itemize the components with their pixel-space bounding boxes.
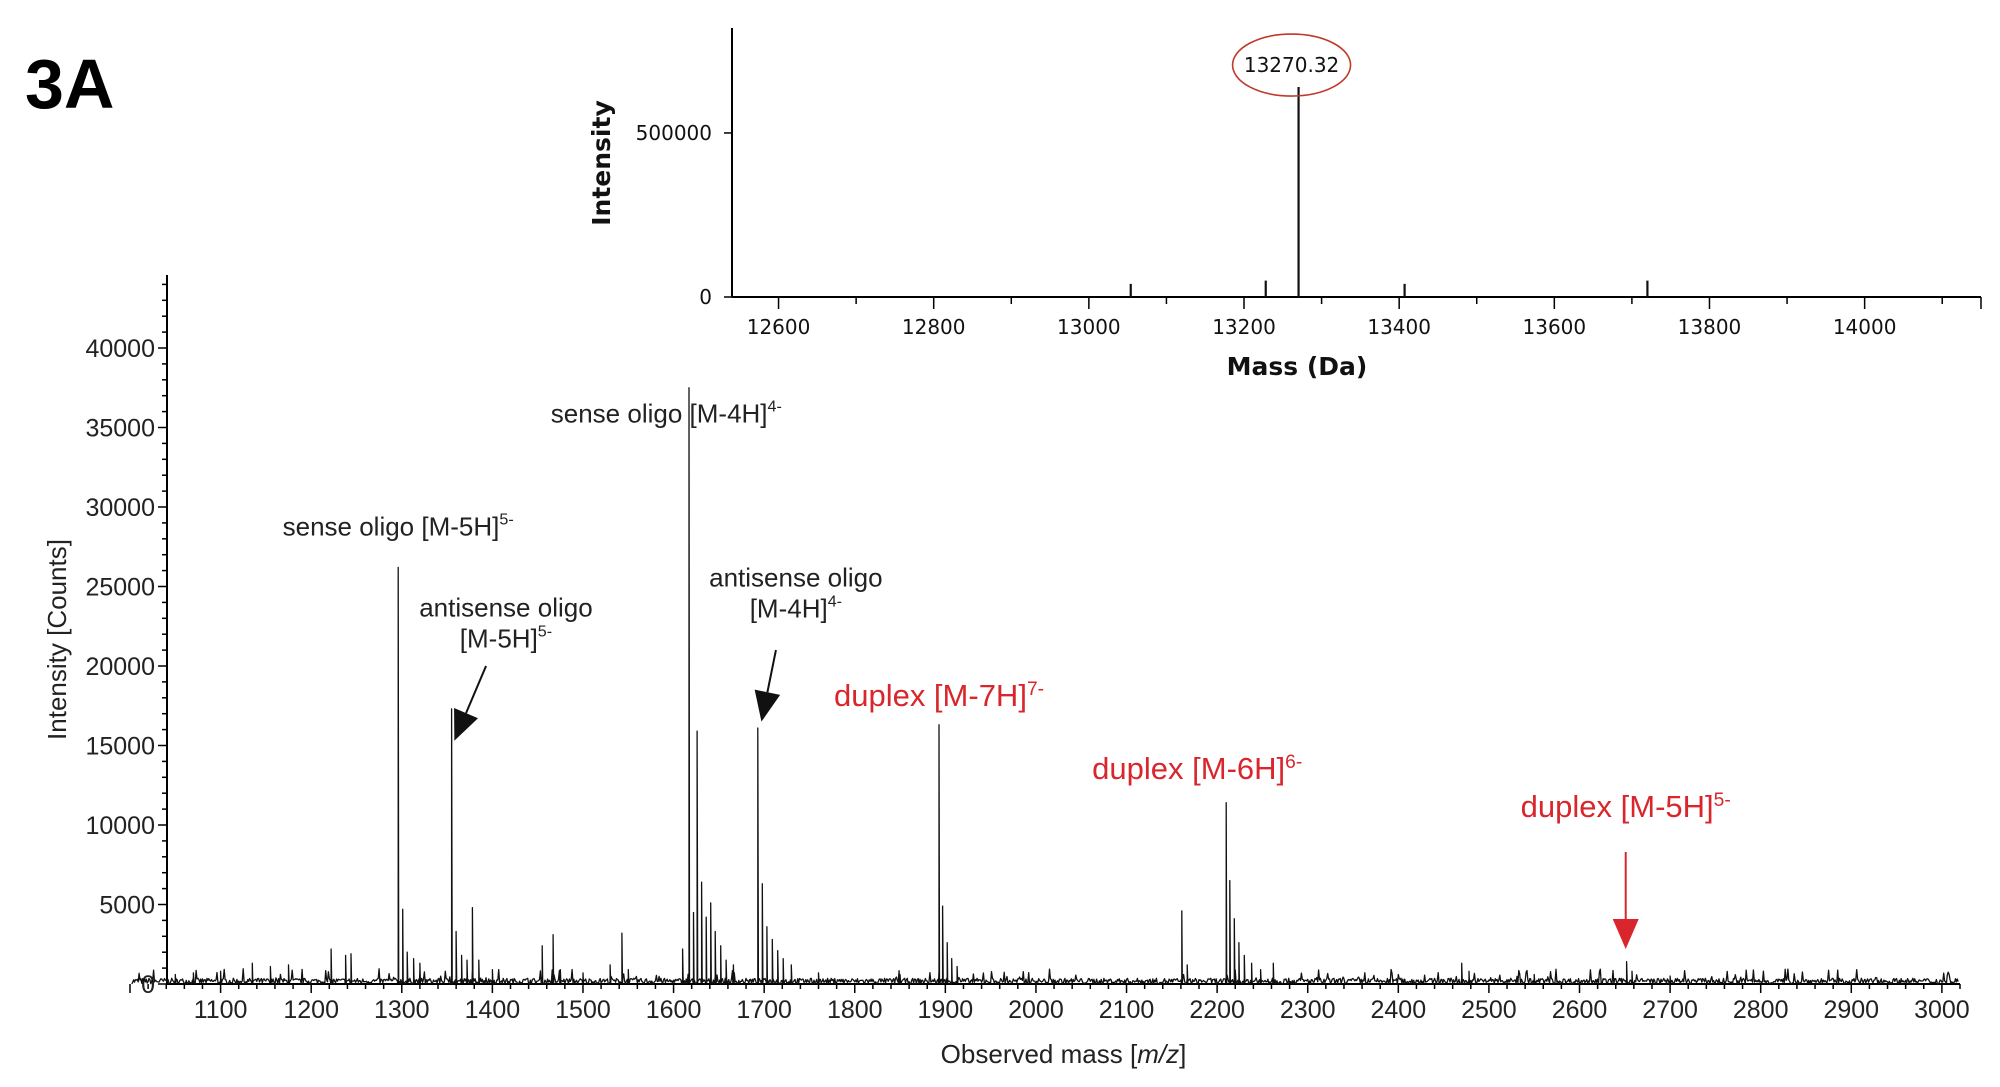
charge-superscript: 4- — [768, 398, 782, 416]
annotation-label: duplex [M-6H]6- — [1092, 751, 1302, 786]
inset-x-tick-label: 13400 — [1367, 315, 1431, 339]
peak-mass-label: 13270.32 — [1244, 53, 1339, 77]
annotation-label: antisense oligo — [419, 593, 592, 623]
inset-x-tick-label: 14000 — [1833, 315, 1897, 339]
annotation-label: sense oligo [M-4H]4- — [551, 398, 782, 429]
x-axis-label-italic: m/z — [1137, 1039, 1179, 1069]
inset-x-tick-label: 13600 — [1523, 315, 1587, 339]
x-tick-label: 1100 — [194, 996, 248, 1024]
y-tick-label: 40000 — [85, 335, 155, 363]
y-axis-label: Intensity [Counts] — [42, 539, 72, 740]
y-tick-label: 30000 — [85, 494, 155, 522]
x-tick-label: 2600 — [1552, 996, 1608, 1024]
y-tick-label: 5000 — [99, 892, 155, 920]
x-tick-label: 1200 — [283, 996, 339, 1024]
annotation-text: [M-5H] — [460, 624, 538, 654]
inset-x-tick-label: 13800 — [1678, 315, 1742, 339]
y-tick-label: 15000 — [85, 733, 155, 761]
annotation-text: antisense oligo — [709, 563, 882, 593]
x-tick-label: 2800 — [1733, 996, 1789, 1024]
highlight-circle — [1231, 33, 1352, 97]
peak-annotations: sense oligo [M-5H]5-sense oligo [M-4H]4-… — [283, 398, 1731, 950]
x-tick-label: 2500 — [1461, 996, 1517, 1024]
main-ticks: 0 5000 10000 15000 20000 25000 30000 35000 40000… — [85, 283, 1970, 1024]
x-tick-label: 2900 — [1823, 996, 1879, 1024]
annotation-arrow-head — [1612, 919, 1639, 950]
main-axes — [166, 275, 1960, 985]
x-tick-label: 2100 — [1099, 996, 1155, 1024]
main-chart: 0 5000 10000 15000 20000 25000 30000 35000 40000… — [42, 275, 1970, 1069]
inset-x-tick-label: 12800 — [902, 315, 966, 339]
y-tick-label: 20000 — [85, 653, 155, 681]
charge-superscript: 5- — [538, 623, 552, 641]
annotation-text: sense oligo [M-4H] — [551, 399, 768, 429]
annotation-label: duplex [M-7H]7- — [834, 678, 1044, 713]
y-tick-label: 25000 — [85, 574, 155, 602]
inset-peaks — [1129, 87, 1649, 297]
annotation-label: sense oligo [M-5H]5- — [283, 511, 514, 542]
inset-axes — [731, 28, 1981, 298]
annotation-label: [M-5H]5- — [460, 623, 552, 654]
x-tick-label: 1300 — [374, 996, 430, 1024]
charge-superscript: 5- — [499, 511, 513, 529]
x-axis-label: Observed mass [m/z] — [941, 1039, 1187, 1069]
charge-superscript: 6- — [1285, 752, 1302, 773]
annotation-arrow-head — [754, 689, 781, 722]
inset-x-tick-label: 13200 — [1212, 315, 1276, 339]
x-tick-label: 1400 — [465, 996, 521, 1024]
inset-x-tick-label: 13000 — [1057, 315, 1121, 339]
inset-x-axis-label: Mass (Da) — [1227, 352, 1368, 381]
x-tick-label: 2000 — [1008, 996, 1064, 1024]
annotation-text: sense oligo [M-5H] — [283, 512, 500, 542]
x-tick-label: 2300 — [1280, 996, 1336, 1024]
annotation-arrow-shaft — [465, 665, 487, 714]
annotation-text: antisense oligo — [419, 593, 592, 623]
x-tick-label: 1900 — [918, 996, 974, 1024]
x-axis-label-part: Observed mass [ — [941, 1039, 1138, 1069]
x-tick-label: 2700 — [1642, 996, 1698, 1024]
x-tick-label: 2200 — [1189, 996, 1245, 1024]
inset-y-tick-label: 0 — [699, 285, 712, 309]
x-tick-label: 1800 — [827, 996, 883, 1024]
annotation-arrow-head — [454, 708, 479, 741]
inset-y-tick-label: 500000 — [636, 121, 712, 145]
charge-superscript: 5- — [1714, 790, 1731, 811]
x-tick-label: 1500 — [555, 996, 611, 1024]
inset-y-axis-label: Intensity — [587, 100, 616, 226]
inset-x-tick-label: 12600 — [747, 315, 811, 339]
y-tick-label: 35000 — [85, 415, 155, 443]
charge-superscript: 4- — [828, 593, 842, 611]
y-tick-label: 10000 — [85, 812, 155, 840]
annotation-text: duplex [M-5H] — [1521, 789, 1714, 824]
spectrum-trace — [131, 387, 1959, 985]
x-tick-label: 1600 — [646, 996, 702, 1024]
annotation-label: [M-4H]4- — [750, 593, 842, 624]
charge-superscript: 7- — [1027, 679, 1044, 700]
annotation-arrow-shaft — [766, 649, 777, 693]
annotation-label: duplex [M-5H]5- — [1521, 789, 1731, 824]
x-axis-label-part: ] — [1179, 1039, 1186, 1069]
annotation-label: antisense oligo — [709, 563, 882, 593]
annotation-text: [M-4H] — [750, 594, 828, 624]
panel-label: 3A — [25, 45, 114, 123]
x-tick-label: 3000 — [1914, 996, 1970, 1024]
annotation-text: duplex [M-7H] — [834, 678, 1027, 713]
x-tick-label: 2400 — [1371, 996, 1427, 1024]
inset-ticks: 0 500000 12600 12800 13000 13200 13400 13600 138… — [636, 121, 1982, 339]
x-tick-label: 1700 — [736, 996, 792, 1024]
inset-chart: 0 500000 12600 12800 13000 13200 13400 13600 138… — [587, 28, 1982, 381]
annotation-text: duplex [M-6H] — [1092, 751, 1285, 786]
